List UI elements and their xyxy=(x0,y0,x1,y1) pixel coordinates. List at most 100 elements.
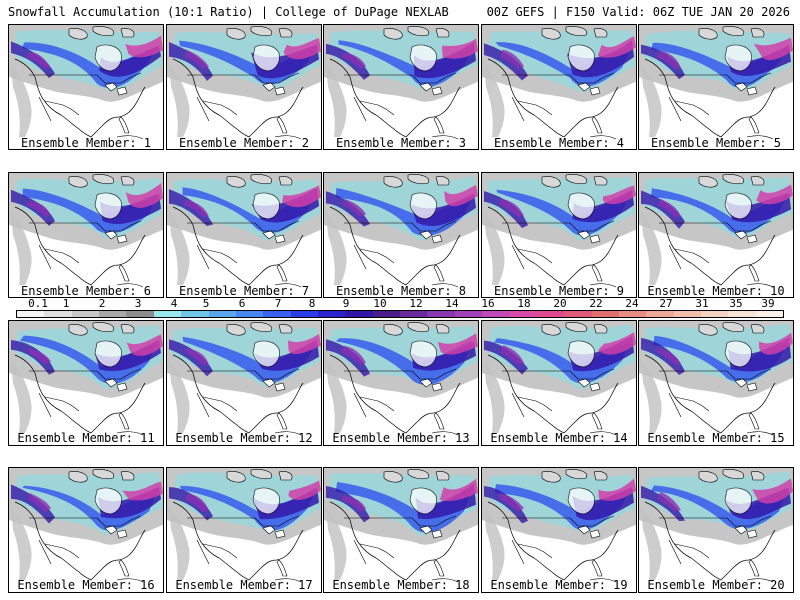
colorbar-swatch xyxy=(17,311,45,317)
ensemble-member-label: Ensemble Member: 16 xyxy=(17,578,155,592)
snow-west-arm xyxy=(641,44,685,80)
snow-west-arm xyxy=(641,485,685,521)
colorbar-swatch xyxy=(235,311,264,317)
ensemble-member-map xyxy=(8,172,164,298)
colorbar-swatch xyxy=(126,311,154,317)
colorbar-tick-label: 27 xyxy=(659,297,673,310)
snow-purple-area xyxy=(656,347,681,365)
colorbar-tick-label: 20 xyxy=(553,297,567,310)
hudson-bay xyxy=(567,192,595,220)
snow-blue-area xyxy=(651,188,787,234)
snow-blue-area xyxy=(22,485,157,531)
arctic-islands xyxy=(698,469,765,483)
us-mexico-border xyxy=(44,248,80,264)
us-mexico-border xyxy=(44,396,80,412)
us-mexico-border xyxy=(674,100,710,116)
us-mexico-border xyxy=(359,100,395,116)
snow-rockies-area xyxy=(326,361,347,433)
coastline xyxy=(487,501,619,581)
snow-blue-area xyxy=(650,42,787,88)
colorbar-tick-label: 24 xyxy=(625,297,639,310)
baja xyxy=(353,539,367,565)
cuba xyxy=(274,283,302,288)
cuba xyxy=(746,283,774,288)
us-mexico-border xyxy=(517,248,553,264)
florida xyxy=(118,559,130,577)
us-canada-border xyxy=(659,220,772,232)
coastline xyxy=(172,354,304,434)
us-canada-border xyxy=(29,72,142,84)
baja xyxy=(38,392,52,418)
snow-purple-area xyxy=(340,345,366,365)
ensemble-member-label: Ensemble Member: 13 xyxy=(332,431,470,445)
snow-blue-area xyxy=(179,485,315,531)
snow-rockies-area xyxy=(169,65,190,137)
great-lakes xyxy=(734,82,758,96)
snow-rockies-area xyxy=(641,361,662,433)
baja xyxy=(511,539,525,565)
us-mexico-border xyxy=(674,396,710,412)
snow-purple-area xyxy=(657,492,681,512)
great-lakes xyxy=(734,230,758,244)
snow-purple-area xyxy=(657,198,681,217)
colorbar-swatch xyxy=(728,311,756,317)
ensemble-member-label: Ensemble Member: 8 xyxy=(335,284,467,298)
colorbar-swatch xyxy=(755,311,784,317)
snow-purple-area xyxy=(28,347,51,365)
colorbar-swatch xyxy=(181,311,209,317)
coastline xyxy=(14,206,146,286)
snow-purple-area xyxy=(500,345,524,365)
snow-rockies-area xyxy=(326,213,347,285)
ensemble-member-label: Ensemble Member: 18 xyxy=(332,578,470,592)
cuba xyxy=(746,135,774,140)
snow-rockies-area xyxy=(11,361,32,433)
coastline xyxy=(329,501,461,581)
great-lakes xyxy=(104,378,128,392)
cuba xyxy=(274,578,302,583)
florida xyxy=(748,116,760,134)
snow-purple-area xyxy=(656,50,681,69)
baja xyxy=(38,244,52,270)
coastline xyxy=(329,206,461,286)
ensemble-member-map xyxy=(323,24,479,150)
great-lakes xyxy=(577,230,601,244)
great-lakes xyxy=(262,82,286,96)
snow-west-arm xyxy=(326,191,370,227)
snow-purple-area xyxy=(184,347,209,365)
florida xyxy=(276,116,288,134)
us-canada-border xyxy=(187,515,300,527)
us-canada-border xyxy=(29,515,142,527)
ensemble-member-map xyxy=(8,320,164,446)
us-mexico-border xyxy=(674,248,710,264)
snow-blue-area xyxy=(335,482,472,533)
ensemble-member-label: Ensemble Member: 4 xyxy=(493,136,625,150)
hudson-bay xyxy=(409,44,437,72)
great-lakes xyxy=(104,525,128,539)
baja xyxy=(38,539,52,565)
snow-rockies-area xyxy=(641,65,662,137)
colorbar-swatch xyxy=(71,311,100,317)
snow-rockies-area xyxy=(484,65,505,137)
colorbar-swatch xyxy=(673,311,701,317)
arctic-islands xyxy=(68,174,135,188)
snow-purple-area xyxy=(499,198,524,217)
snow-west-arm xyxy=(484,191,528,229)
colorbar-tick-label: 9 xyxy=(342,297,350,310)
coastline xyxy=(644,501,776,581)
us-mexico-border xyxy=(44,100,80,116)
baja xyxy=(511,244,525,270)
snow-purple-area xyxy=(25,51,51,69)
snow-rockies-area xyxy=(641,213,662,285)
arctic-islands xyxy=(383,322,450,336)
hudson-bay xyxy=(252,44,280,72)
colorbar-tick-label: 4 xyxy=(170,297,178,310)
ensemble-member-map xyxy=(323,320,479,446)
ensemble-member-map xyxy=(638,172,794,298)
snow-purple-area xyxy=(341,495,366,512)
snow-blue-area xyxy=(20,335,158,384)
hudson-bay xyxy=(724,44,752,72)
us-mexico-border xyxy=(517,396,553,412)
arctic-islands xyxy=(698,322,765,336)
colorbar-tick-label: 7 xyxy=(274,297,282,310)
great-lakes xyxy=(104,82,128,96)
